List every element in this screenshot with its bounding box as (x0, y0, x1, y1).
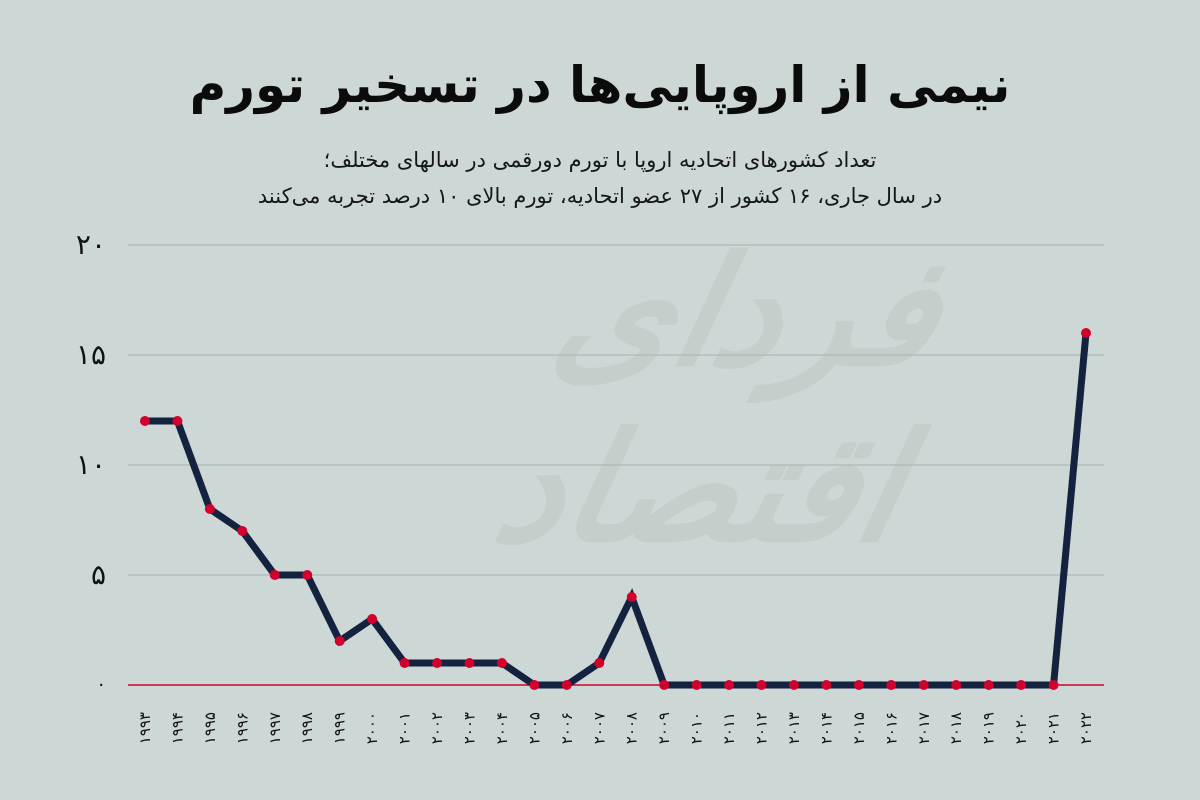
data-point-marker (367, 614, 378, 624)
data-point-marker (496, 658, 507, 668)
data-point-marker (1081, 328, 1091, 338)
x-tick-label: ۲۰۲۰ (1012, 712, 1030, 744)
data-point-marker (464, 658, 475, 668)
x-tick-label: ۲۰۰۷ (590, 712, 608, 744)
data-point-marker (529, 680, 540, 690)
data-point-marker (821, 680, 832, 690)
chart-subtitle-line-2: در سال جاری، ۱۶ کشور از ۲۷ عضو اتحادیه، … (257, 184, 943, 208)
data-point-marker (594, 658, 605, 668)
x-tick-label: ۱۹۹۴ (168, 712, 186, 744)
data-point-marker (724, 680, 735, 690)
x-tick-label: ۲۰۰۱ (396, 712, 414, 744)
chart-title: نیمی از اروپایی‌ها در تسخیر تورم (189, 56, 1012, 114)
data-point-marker (237, 526, 248, 536)
y-tick-label: ۱۵ (76, 338, 106, 371)
x-tick-label: ۲۰۱۷ (915, 712, 933, 744)
x-tick-label: ۱۹۹۶ (233, 712, 251, 744)
data-point-marker (561, 680, 572, 690)
x-tick-label: ۲۰۰۵ (525, 712, 543, 744)
x-tick-label: ۲۰۰۴ (493, 712, 511, 744)
data-point-marker (334, 636, 345, 646)
y-tick-label: ۰ (96, 674, 106, 695)
data-point-marker (951, 680, 962, 690)
data-point-marker (853, 680, 864, 690)
data-point-marker (626, 592, 637, 602)
x-tick-label: ۲۰۰۶ (558, 712, 576, 744)
data-point-marker (659, 680, 670, 690)
x-tick-label: ۲۰۱۹ (980, 712, 998, 744)
y-tick-label: ۲۰ (76, 228, 106, 261)
data-point-marker (269, 570, 280, 580)
x-tick-label: ۲۰۰۹ (655, 712, 673, 744)
gridlines (128, 244, 1104, 576)
data-point-marker (140, 416, 150, 426)
series-line (145, 332, 1090, 689)
x-tick-label: ۱۹۹۷ (266, 712, 284, 744)
data-point-marker (1048, 680, 1059, 690)
x-tick-label: ۲۰۱۲ (753, 712, 771, 744)
x-tick-label: ۲۰۱۵ (850, 712, 868, 744)
x-tick-label: ۱۹۹۳ (136, 712, 154, 744)
data-series (140, 328, 1091, 690)
data-point-marker (1016, 680, 1027, 690)
data-point-marker (204, 504, 215, 514)
x-tick-label: ۲۰۱۱ (720, 712, 738, 744)
data-point-marker (788, 680, 799, 690)
x-tick-label: ۲۰۰۳ (460, 712, 478, 744)
x-tick-label: ۲۰۲۱ (1045, 712, 1063, 744)
x-tick-label: ۱۹۹۹ (331, 712, 349, 744)
x-tick-label: ۲۰۱۳ (785, 712, 803, 744)
data-point-marker (302, 570, 313, 580)
x-tick-label: ۲۰۱۰ (688, 712, 706, 744)
data-point-marker (886, 680, 897, 690)
y-tick-label: ۵ (91, 558, 106, 591)
data-point-marker (918, 680, 929, 690)
x-axis-labels: ۱۹۹۳ ۱۹۹۴ ۱۹۹۵ ۱۹۹۶ ۱۹۹۷ ۱۹۹۸ ۱۹۹۹ ۲۰۰۰ ۲۰۰۱ ۲۰۰۲… (136, 712, 1095, 744)
data-point-marker (756, 680, 767, 690)
chart-subtitle-line-1: تعداد کشورهای اتحادیه اروپا با تورم دورق… (323, 148, 877, 172)
data-point-marker (399, 658, 410, 668)
x-tick-label: ۲۰۰۸ (623, 712, 641, 744)
x-tick-label: ۲۰۰۰ (363, 712, 381, 744)
y-tick-label: ۱۰ (76, 448, 106, 481)
x-tick-label: ۲۰۰۲ (428, 712, 446, 744)
data-point-marker (983, 680, 994, 690)
x-tick-label: ۱۹۹۵ (201, 712, 219, 744)
data-point-marker (691, 680, 702, 690)
x-tick-label: ۲۰۱۸ (947, 712, 965, 744)
data-point-marker (172, 416, 183, 426)
x-tick-label: ۱۹۹۸ (298, 712, 316, 744)
x-tick-label: ۲۰۱۴ (817, 712, 835, 744)
x-tick-label: ۲۰۲۲ (1077, 712, 1095, 744)
x-tick-label: ۲۰۱۶ (882, 712, 900, 744)
data-point-marker (432, 658, 443, 668)
y-axis-labels: ۰ ۵ ۱۰ ۱۵ ۲۰ (76, 228, 106, 695)
